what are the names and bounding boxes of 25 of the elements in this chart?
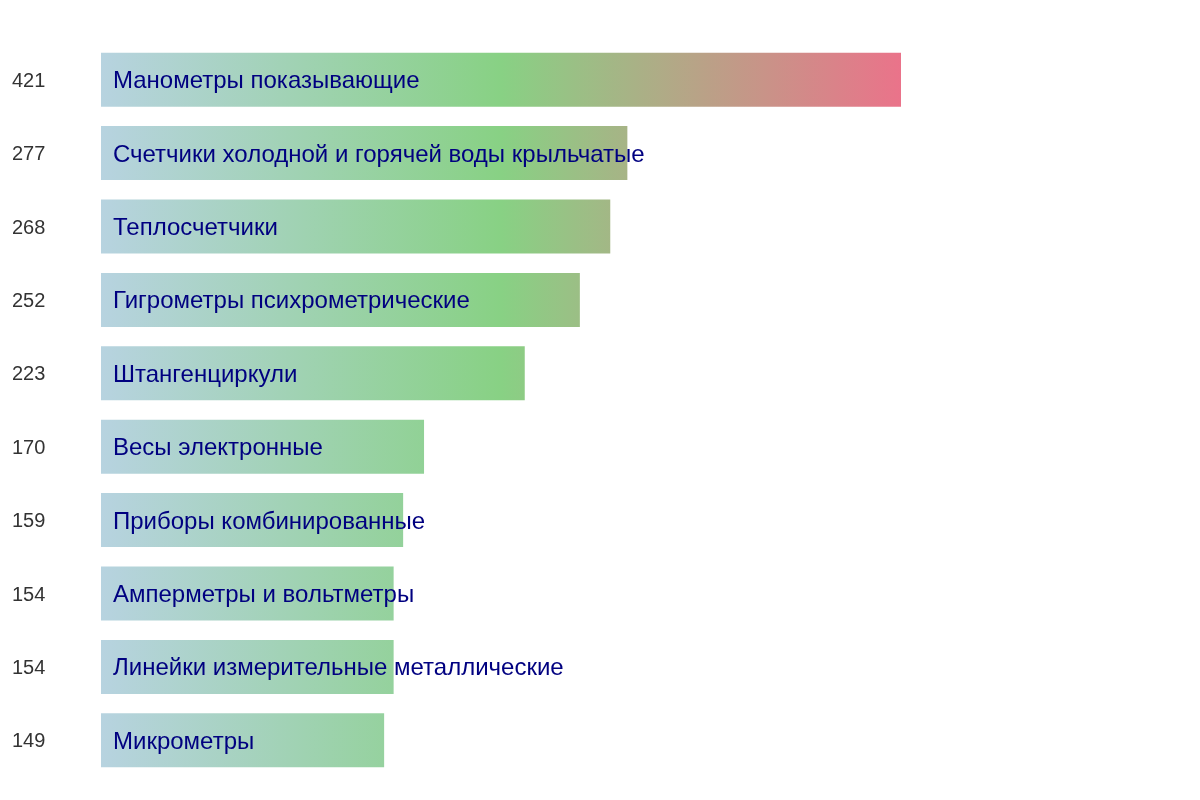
data-label: 154 [12,655,46,678]
bar [101,272,580,327]
y-tick-label: Весы электронные [113,433,323,461]
y-tick-label: Приборы комбинированные [113,506,426,534]
bar [101,199,611,254]
y-tick-label: Теплосчетчики [113,213,278,240]
data-label: 154 [12,582,46,605]
bar [101,713,385,768]
y-tick-label: Линейки измерительные металлические [113,653,564,681]
data-label: 268 [12,215,46,238]
data-label: 159 [12,509,46,532]
y-tick-label: Штангенциркули [113,359,298,387]
data-label: 149 [12,729,46,752]
y-tick-label: Манометры показывающие [113,66,420,94]
data-label: 421 [12,68,46,91]
data-label: 223 [12,362,46,385]
y-tick-label: Амперметры и вольтметры [113,580,415,607]
data-label: 252 [12,288,46,311]
bar [101,419,425,474]
data-label: 277 [12,142,46,165]
bar [101,346,525,401]
y-tick-label: Гигрометры психрометрические [113,286,470,314]
bar [101,52,901,107]
y-tick-label: Микрометры [113,726,255,754]
data-label: 170 [12,435,46,458]
